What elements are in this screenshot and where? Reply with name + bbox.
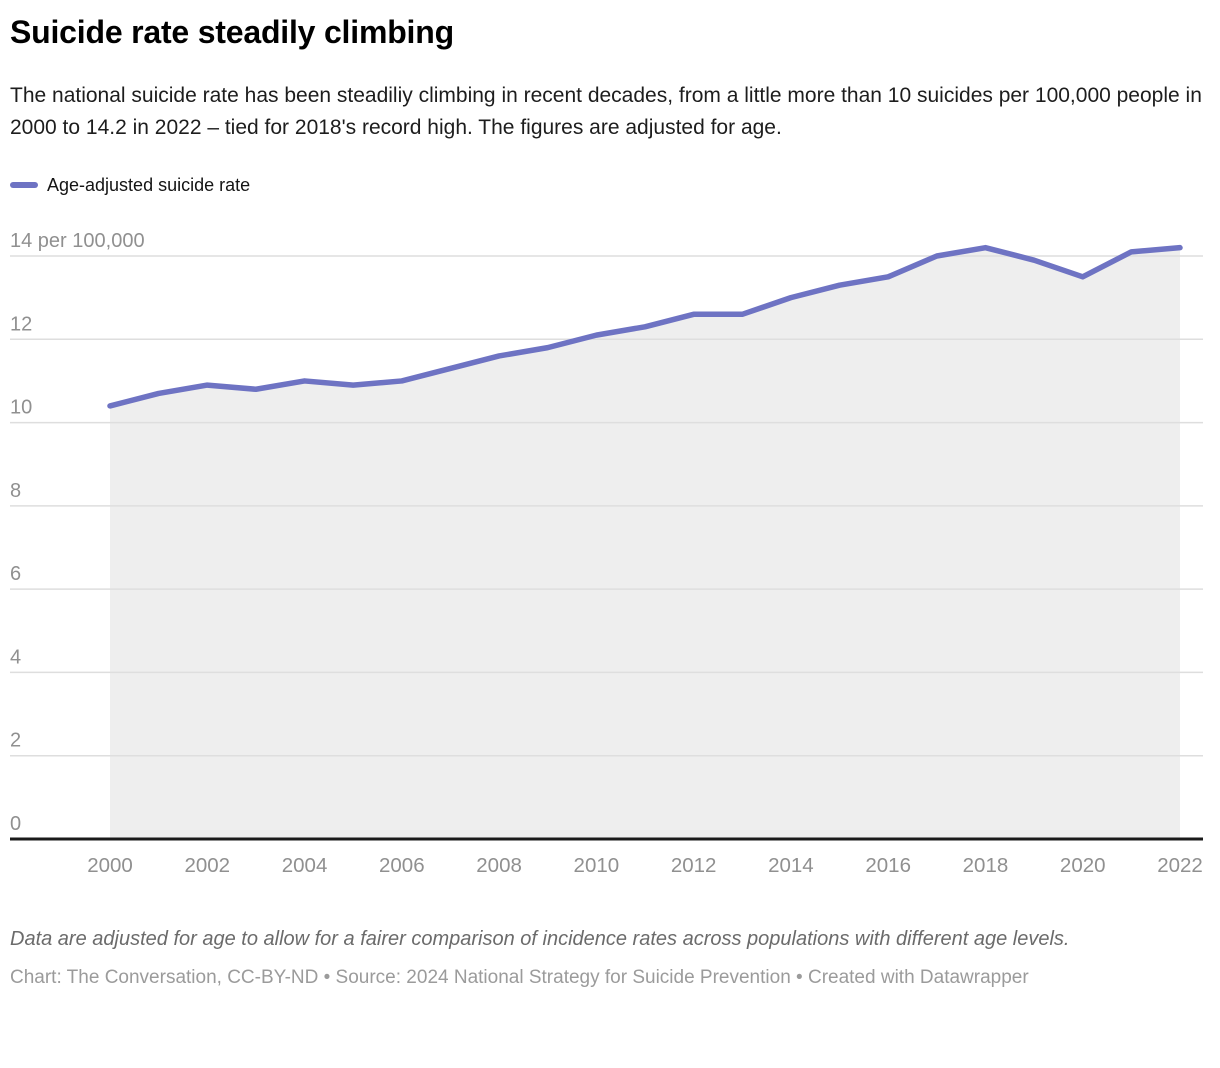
x-axis-tick-label: 2004: [282, 854, 328, 877]
line-chart: 0 2 4 6 8 10 12 14 per 100,000 2000 2002 2004 2006 2…: [10, 214, 1210, 891]
y-axis-tick-label: 2: [10, 730, 21, 752]
x-axis-tick-label: 2022: [1157, 854, 1203, 877]
x-axis-tick-label: 2018: [963, 854, 1009, 877]
chart-title: Suicide rate steadily climbing: [10, 14, 454, 50]
footer-credit: Chart: The Conversation, CC-BY-ND • Sour…: [10, 966, 1029, 988]
x-axis-tick-label: 2014: [768, 854, 814, 877]
x-axis-tick-label: 2012: [671, 854, 717, 877]
chart-description: The national suicide rate has been stead…: [10, 83, 1202, 139]
x-axis-tick-label: 2016: [865, 854, 911, 877]
footer-note: Data are adjusted for age to allow for a…: [10, 927, 1070, 950]
y-axis-tick-label: 12: [10, 313, 32, 335]
x-axis-tick-label: 2010: [574, 854, 620, 877]
chart-card: Suicide rate steadily climbing The natio…: [10, 14, 1210, 988]
x-axis-tick-label: 2008: [476, 854, 522, 877]
x-axis-tick-label: 2000: [87, 854, 133, 877]
y-axis-tick-label: 0: [10, 813, 21, 835]
y-axis-tick-label: 4: [10, 646, 21, 668]
y-axis-tick-label: 10: [10, 396, 32, 418]
x-axis-tick-label: 2002: [184, 854, 230, 877]
line-chart-svg: 0 2 4 6 8 10 12 14 per 100,000 2000 2002 2004 2006 2…: [10, 230, 1203, 877]
area-fill: [110, 247, 1180, 839]
legend-label: Age-adjusted suicide rate: [47, 174, 251, 195]
data-line: [107, 244, 1183, 409]
legend: Age-adjusted suicide rate: [10, 175, 1210, 196]
x-axis-tick-label: 2006: [379, 854, 425, 877]
x-axis-tick-label: 2020: [1060, 854, 1106, 877]
y-axis-tick-label: 6: [10, 563, 21, 585]
y-axis-tick-label: 8: [10, 480, 21, 502]
legend-line-swatch: [10, 182, 38, 189]
y-axis-tick-label: 14 per 100,000: [10, 230, 145, 252]
